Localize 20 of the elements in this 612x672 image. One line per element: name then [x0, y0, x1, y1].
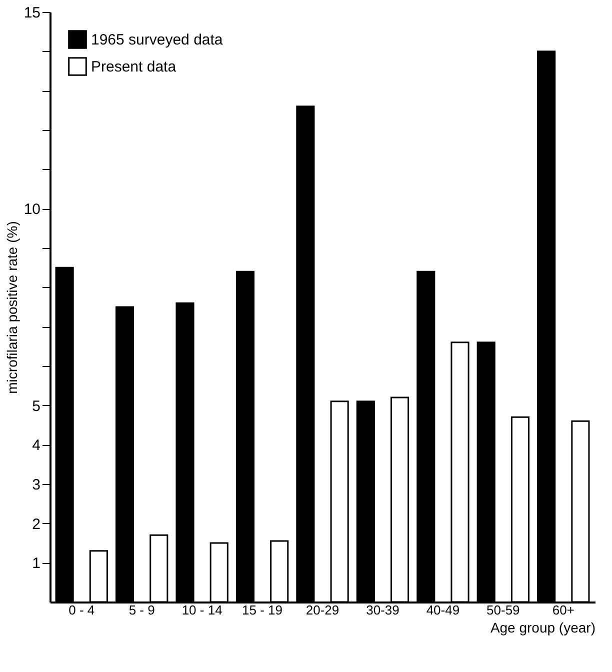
- y-tick-label: 1: [32, 555, 40, 572]
- y-tick-label: 10: [24, 201, 40, 218]
- y-tick-label: 3: [32, 476, 40, 494]
- x-tick-label: 60+: [552, 602, 574, 618]
- x-tick-label: 10 - 14: [182, 602, 222, 618]
- legend-label: 1965 surveyed data: [91, 32, 224, 48]
- x-tick-label: 0 - 4: [68, 602, 95, 618]
- x-axis-title: Age group (year): [490, 620, 596, 636]
- x-tick-label: 5 - 9: [128, 602, 155, 618]
- y-tick-label: 15: [24, 4, 40, 22]
- x-tick-label: 30-39: [366, 602, 400, 618]
- y-tick-label: 4: [32, 437, 40, 454]
- x-tick-label: 15 - 19: [242, 602, 283, 618]
- x-tick-label: 40-49: [426, 602, 460, 618]
- y-axis-title: microfilaria positive rate (%): [4, 221, 20, 394]
- x-tick-label: 20-29: [306, 602, 340, 618]
- y-tick-label: 2: [32, 516, 40, 533]
- y-tick-label: 5: [32, 398, 40, 415]
- legend-label: Present data: [91, 58, 177, 76]
- x-tick-label: 50-59: [486, 602, 520, 618]
